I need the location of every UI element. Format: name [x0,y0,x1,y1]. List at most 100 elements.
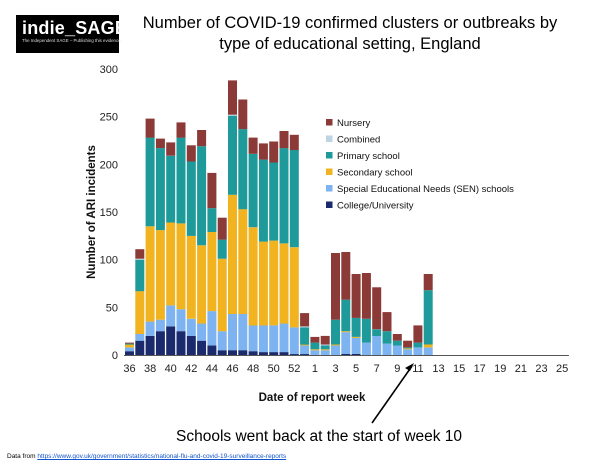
bar-segment [197,340,207,355]
schools-back-annotation: Schools went back at the start of week 1… [176,428,463,445]
x-axis-title: Date of report week [259,392,366,404]
bar-segment [269,240,279,326]
bar-segment [392,340,402,346]
bar-segment [145,226,155,322]
bar-segment [207,311,217,346]
y-tick-label: 50 [106,302,118,314]
bar-segment [258,143,268,160]
bar-segment [217,350,227,355]
bar-segment [197,146,207,246]
bar-segment [248,351,258,355]
x-tick-label: 9 [394,363,400,375]
bar-segment [207,345,217,355]
bar-segment [269,141,279,163]
bar-segment [217,258,227,332]
bar-segment [300,354,310,355]
bar-segment [279,352,289,355]
bar-segment [331,253,340,320]
bar-segment [423,347,433,355]
bar-segment [186,145,196,162]
bar-segment [166,155,176,223]
bar-segment [300,345,310,355]
bar-segment [248,227,258,326]
bar-segment [392,345,402,355]
bar-segment [403,348,413,350]
bar-segment [351,274,361,318]
bar-segment [228,80,237,115]
y-tick-label: 150 [100,207,118,219]
x-tick-label: 46 [226,363,238,375]
bar-segment [320,335,330,345]
legend-swatch [326,201,333,208]
bar-segment [176,137,186,224]
bar-segment [258,159,268,242]
bar-segment [413,325,423,343]
bar-segment [289,327,299,355]
bar-segment [258,352,268,355]
bar-segment [186,235,196,319]
source-link[interactable]: https://www.gov.uk/government/statistics… [37,453,287,460]
source-prefix: Data from [7,453,38,460]
x-tick-label: 23 [535,363,547,375]
bar-segment [248,137,258,154]
bar-segment [300,327,310,345]
bar-segment [310,342,320,350]
bar-segment [145,137,155,227]
bar-segment [382,343,392,355]
bar-segment [413,347,423,355]
bar-segment [135,291,145,334]
x-tick-label: 25 [556,363,568,375]
bar-segment [238,314,248,351]
bar-segment [135,259,145,292]
logo-tagline: The Independent SAGE – Publishing this e… [22,38,121,43]
bar-segment [403,349,413,355]
x-tick-label: 50 [268,363,280,375]
bar-segment [135,249,145,259]
bar-segment [382,331,392,344]
bar-segment [238,209,248,314]
bar-segment [361,273,371,319]
bar-segment [155,319,165,332]
bar-segment [197,323,207,341]
chart-title: Number of COVID-19 confirmed clusters or… [142,14,558,53]
bar-segment [310,336,320,343]
x-tick-label: 48 [247,363,259,375]
bar-segment [351,354,361,355]
bar-segment [145,321,155,336]
bar-segment [289,134,299,151]
bar-segment [341,331,351,333]
bar-segment [145,335,155,355]
x-tick-label: 19 [494,363,506,375]
bar-segment [403,340,413,348]
bar-segment [248,325,258,352]
bar-segment [269,162,279,241]
legend-swatch [326,152,333,159]
bar-segment [125,344,134,348]
bar-segment [331,345,340,355]
bar-segment [145,118,155,138]
bar-segment [228,314,237,351]
bar-segment [176,309,186,332]
bar-segment [331,319,340,345]
legend-swatch [326,119,333,126]
bar-segment [351,337,361,354]
bar-segment [155,148,165,231]
bar-segment [135,334,145,341]
bar-segment [310,349,320,351]
bar-segment [217,239,227,259]
x-tick-label: 11 [412,363,423,375]
bar-segment [403,347,413,349]
data-source: Data from https://www.gov.uk/government/… [7,453,286,460]
bar-segment [155,331,165,355]
bar-segment [310,350,320,355]
bar-segment [207,208,217,232]
bar-segment [289,150,299,248]
y-tick-label: 300 [100,64,118,76]
annotation-arrow-head [405,363,414,371]
x-tick-label: 42 [185,363,197,375]
y-tick-label: 100 [100,255,118,267]
bar-segment [166,142,176,156]
bar-segment [372,335,382,355]
bar-segment [423,344,433,348]
